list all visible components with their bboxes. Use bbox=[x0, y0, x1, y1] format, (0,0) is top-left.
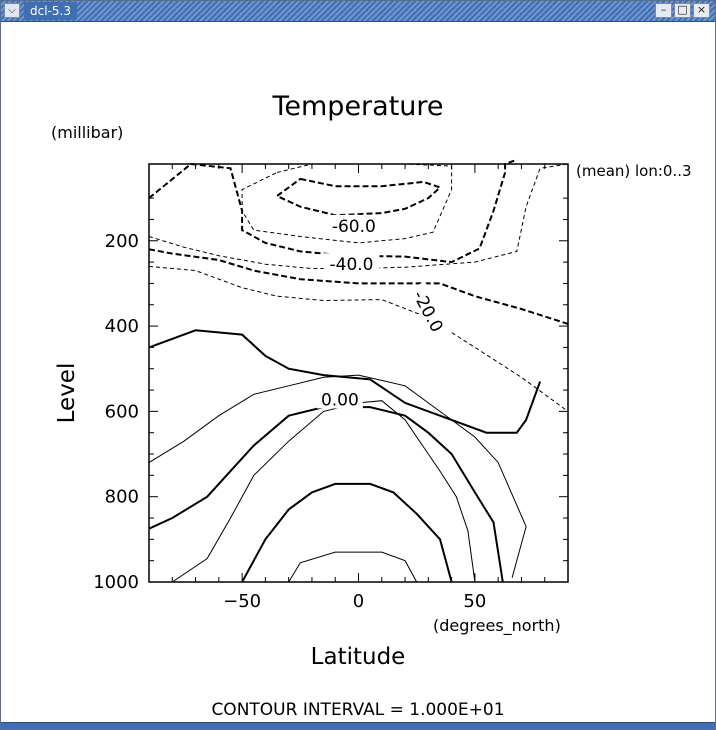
contour-labels: -60.0-40.0-20.00.00 bbox=[316, 214, 452, 410]
contour-line bbox=[148, 329, 542, 434]
contour-chart: Temperature (millibar) (mean) lon:0..3 L… bbox=[51, 91, 692, 720]
x-axis-label: Latitude bbox=[311, 644, 406, 670]
contour-label-bg bbox=[325, 214, 382, 235]
window-titlebar[interactable]: ⌵ dcl-5.3 – □ × bbox=[1, 1, 715, 22]
contour-line bbox=[241, 482, 453, 583]
contour-label: -60.0 bbox=[332, 217, 376, 237]
minimize-icon[interactable]: – bbox=[655, 3, 672, 18]
contour-line bbox=[148, 406, 504, 583]
y-axis-label: Level bbox=[54, 363, 80, 424]
maximize-icon[interactable]: □ bbox=[674, 3, 691, 18]
contour-label-bg bbox=[323, 253, 380, 274]
contour-label-bg bbox=[407, 281, 452, 341]
x-tick-label: 50 bbox=[463, 591, 486, 612]
contour-label: -40.0 bbox=[330, 255, 374, 275]
chart-title: Temperature bbox=[271, 91, 443, 122]
annotation-label: (mean) lon:0..3 bbox=[576, 162, 692, 180]
plot-axes: −50 0 50 200 400 600 800 1000 bbox=[93, 163, 569, 612]
y-tick-label: 600 bbox=[105, 401, 139, 422]
window-bottom-border bbox=[1, 722, 715, 729]
y-tick-label: 200 bbox=[105, 231, 139, 252]
close-icon[interactable]: × bbox=[693, 3, 710, 18]
contour-label-bg bbox=[316, 388, 363, 409]
x-tick-label: 0 bbox=[353, 591, 364, 612]
contour-line bbox=[172, 400, 476, 583]
contour-interval-label: CONTOUR INTERVAL = 1.000E+01 bbox=[211, 700, 504, 720]
contour-line bbox=[148, 265, 569, 412]
y-units-label: (millibar) bbox=[51, 123, 123, 142]
contour-line bbox=[148, 158, 518, 264]
window-title: dcl-5.3 bbox=[24, 2, 77, 20]
y-tick-label: 1000 bbox=[93, 572, 139, 593]
contour-label: 0.00 bbox=[321, 390, 359, 410]
x-tick-label: −50 bbox=[223, 591, 261, 612]
contour-line bbox=[288, 551, 418, 583]
y-tick-label: 400 bbox=[105, 316, 139, 337]
window-menu-icon[interactable]: ⌵ bbox=[4, 3, 20, 18]
contour-line bbox=[275, 177, 442, 217]
contour-line bbox=[148, 248, 569, 325]
contour-line bbox=[148, 163, 569, 269]
contour-line bbox=[148, 374, 527, 578]
y-tick-label: 800 bbox=[105, 487, 139, 508]
x-units-label: (degrees_north) bbox=[433, 616, 561, 636]
